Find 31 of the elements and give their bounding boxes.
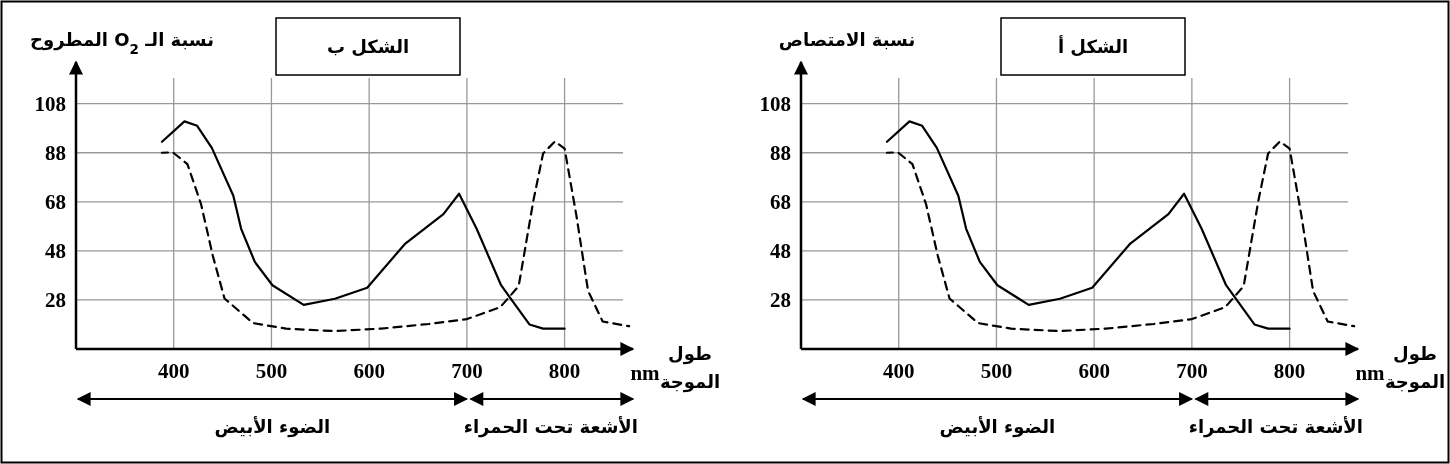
text: الضوء الأبيض	[214, 416, 331, 438]
chart-title: الشكل ب	[326, 36, 410, 57]
chart-title: الشكل أ	[1057, 35, 1129, 57]
text: الأشعة تحت الحمراء	[463, 416, 638, 438]
y-tick-label: 48	[45, 238, 66, 263]
y-tick-label: 88	[45, 140, 66, 165]
y-tick-label: 68	[45, 189, 66, 214]
y-tick-label: 108	[34, 91, 66, 116]
y-tick-label: 88	[770, 140, 791, 165]
text: nm	[1355, 361, 1386, 385]
x-tick-label: 700	[451, 359, 483, 383]
y-tick-label: 48	[770, 238, 791, 263]
text: الأشعة تحت الحمراء	[1188, 416, 1363, 438]
x-tick-label: 400	[157, 359, 190, 383]
text: nm	[630, 361, 661, 385]
x-tick-label: 500	[980, 359, 1013, 383]
x-axis-title: طول الموجة	[1384, 343, 1446, 393]
y-tick-label: 28	[770, 287, 791, 312]
y-tick-label: 28	[45, 287, 66, 312]
x-tick-label: 800	[1273, 359, 1306, 383]
y-tick-label: 108	[759, 91, 791, 116]
x-tick-label: 500	[255, 359, 288, 383]
y-tick-label: 68	[770, 189, 791, 214]
x-tick-label: 400	[882, 359, 915, 383]
x-tick-label: 600	[353, 359, 385, 383]
x-tick-label: 700	[1176, 359, 1208, 383]
x-axis-title: طول الموجة	[659, 343, 721, 393]
x-tick-label: 800	[548, 359, 581, 383]
text: الضوء الأبيض	[939, 416, 1056, 438]
y-axis-title: نسبة الامتصاص	[778, 29, 916, 51]
x-tick-label: 600	[1078, 359, 1110, 383]
